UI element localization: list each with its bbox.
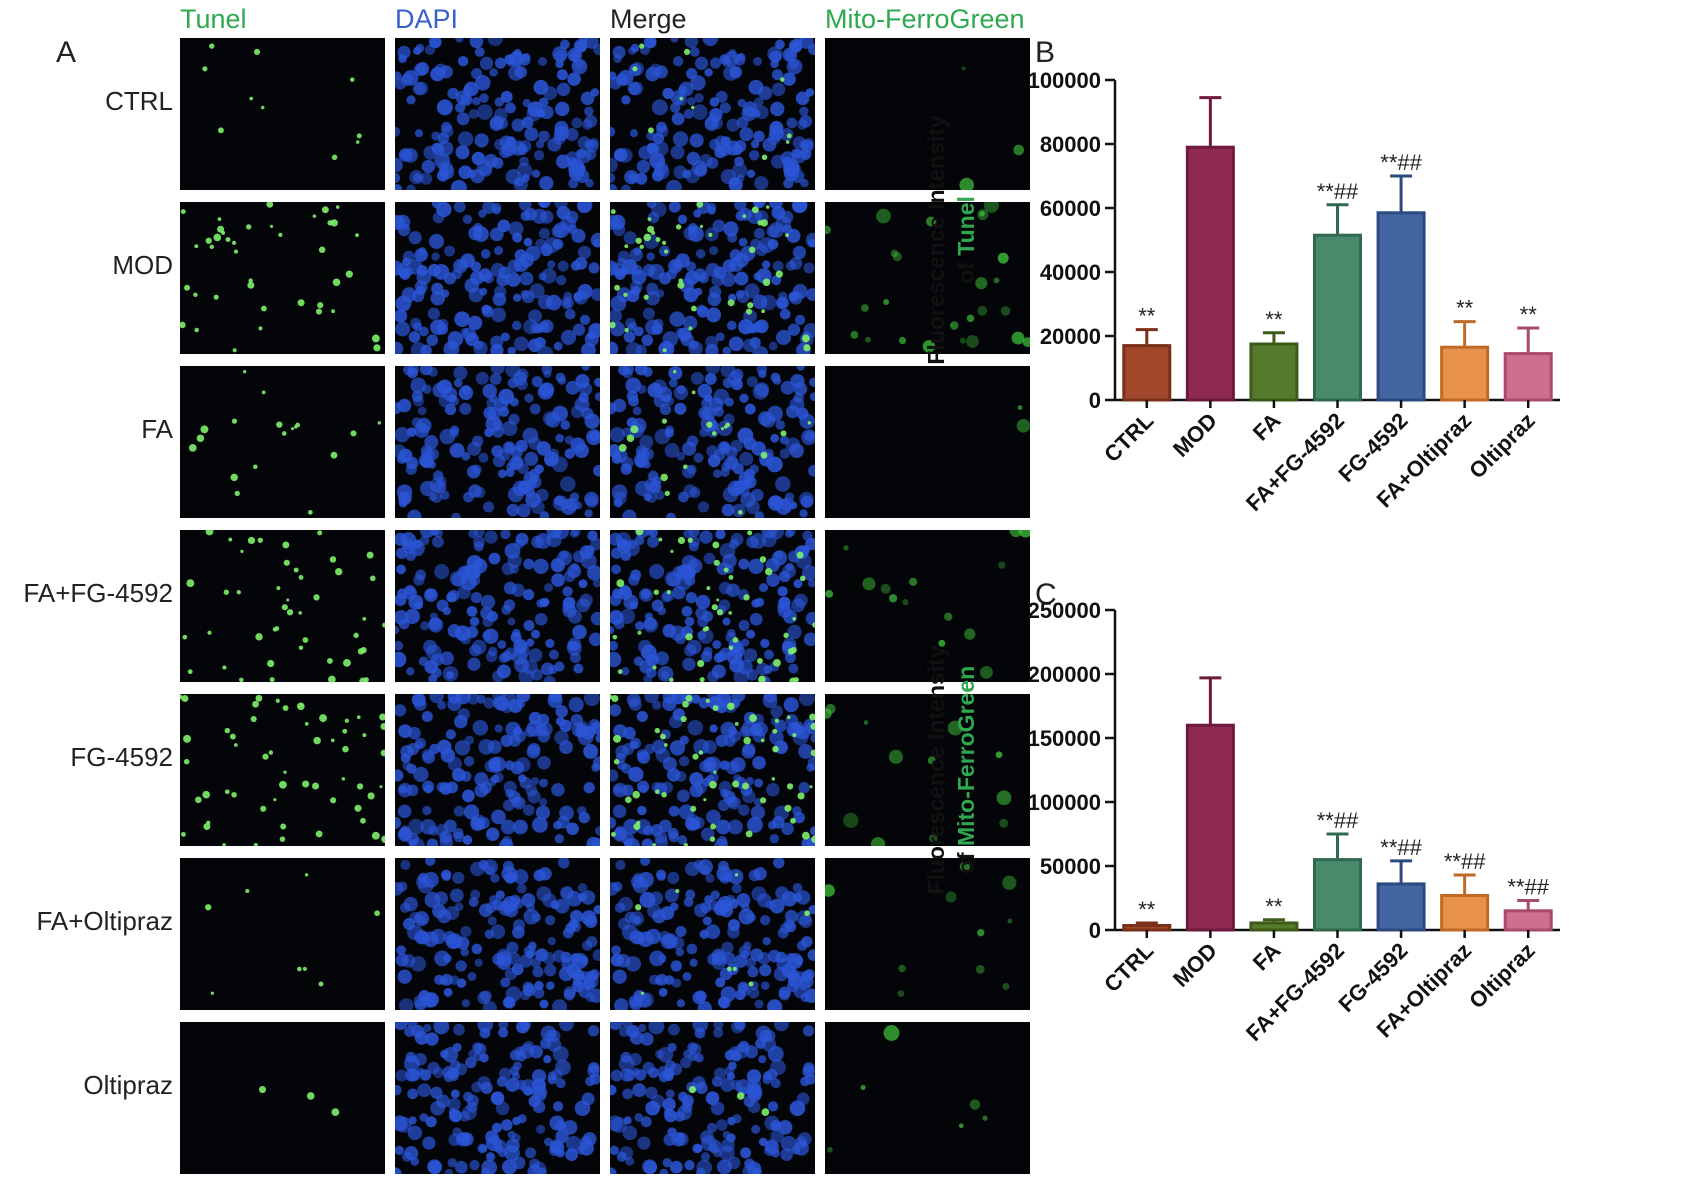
- col-header-merge: Merge: [610, 4, 687, 34]
- micrograph-fa-oltipraz-tunel: [180, 858, 385, 1010]
- micrograph-oltipraz-mito: [825, 1022, 1030, 1174]
- y-tick-label: 50000: [1040, 854, 1101, 879]
- bar-mod: [1185, 145, 1235, 402]
- micrograph-ctrl-tunel: [180, 38, 385, 190]
- bar-oltipraz: [1503, 909, 1553, 932]
- x-tick-label: MOD: [1168, 938, 1222, 992]
- micrograph-fg4592-mito: [825, 694, 1030, 846]
- micrograph-fa-oltipraz-mito: [825, 858, 1030, 1010]
- col-header-dapi: DAPI: [395, 4, 459, 34]
- micrograph-fa-fg4592-tunel: [180, 530, 385, 682]
- row-label-fa-fg4592: FA+FG-4592: [23, 578, 173, 608]
- chart-b-tunel: 0 20000 40000 60000 80000 100000 Fluorescence …: [923, 68, 1560, 516]
- y-tick-label: 40000: [1040, 260, 1101, 285]
- col-header-tunel: Tunel: [180, 4, 247, 34]
- y-axis-label: Fluorescence Intensity: [923, 115, 949, 364]
- micrograph-mod-merge: [610, 202, 815, 354]
- micrograph-fg4592-tunel: [180, 694, 385, 846]
- bar-ctrl: [1122, 924, 1172, 932]
- bar-mod: [1185, 723, 1235, 932]
- micrograph-fa-dapi: [395, 366, 600, 518]
- col-header-mito: Mito-FerroGreen: [825, 4, 1025, 34]
- x-tick-label: FA: [1248, 938, 1286, 976]
- micrograph-fg4592-merge: [610, 694, 815, 846]
- panel-letter-c: C: [1035, 578, 1057, 611]
- significance-label: **: [1265, 894, 1283, 919]
- x-tick-label: Oltipraz: [1464, 938, 1540, 1014]
- bar-fa: [1249, 921, 1299, 932]
- y-tick-label: 0: [1089, 388, 1101, 413]
- y-tick-label: 60000: [1040, 196, 1101, 221]
- panel-letter-b: B: [1035, 36, 1056, 69]
- bar-fg-4592: [1376, 882, 1426, 932]
- y-tick-label: 200000: [1028, 662, 1101, 687]
- micrograph-fa-tunel: [180, 366, 385, 518]
- y-axis-label-series: of Mito-FerroGreen: [953, 666, 979, 874]
- y-axis-label-series: of Tunel: [953, 196, 979, 284]
- micrograph-fa-fg4592-mito: [825, 530, 1030, 682]
- bar-fa: [1249, 342, 1299, 402]
- row-label-fg4592: FG-4592: [70, 742, 173, 772]
- y-tick-label: 150000: [1028, 726, 1101, 751]
- chart-c-mito-ferrogreen: 0 50000 100000 150000 200000 250000 Fluorescen…: [923, 598, 1560, 1046]
- micrograph-ctrl-mito: [825, 38, 1030, 190]
- significance-label: **: [1265, 307, 1283, 332]
- bar-fa+oltipraz: [1440, 893, 1490, 932]
- micrograph-fa-oltipraz-dapi: [395, 858, 600, 1010]
- bar-fa+fg-4592: [1313, 858, 1362, 932]
- micrograph-fg4592-dapi: [395, 694, 600, 846]
- significance-label: **: [1456, 296, 1474, 321]
- row-label-ctrl: CTRL: [105, 86, 173, 116]
- x-tick-label: FA: [1248, 408, 1286, 446]
- x-tick-label: CTRL: [1099, 938, 1158, 997]
- x-tick-label: MOD: [1168, 408, 1222, 462]
- x-tick-label: CTRL: [1099, 408, 1158, 467]
- y-tick-label: 0: [1089, 918, 1101, 943]
- micrograph-fa-fg4592-merge: [610, 530, 815, 682]
- bar-fg-4592: [1376, 211, 1426, 402]
- significance-label: **: [1138, 304, 1156, 329]
- micrograph-fa-oltipraz-merge: [610, 858, 815, 1010]
- row-label-mod: MOD: [112, 250, 173, 280]
- y-tick-label: 80000: [1040, 132, 1101, 157]
- significance-label: **##: [1317, 179, 1359, 204]
- micrograph-oltipraz-dapi: [395, 1022, 600, 1174]
- y-tick-label: 100000: [1028, 68, 1101, 93]
- significance-label: **: [1138, 897, 1156, 922]
- y-tick-label: 20000: [1040, 324, 1101, 349]
- significance-label: **##: [1380, 150, 1422, 175]
- significance-label: **##: [1444, 849, 1486, 874]
- significance-label: **##: [1317, 808, 1359, 833]
- significance-label: **##: [1380, 835, 1422, 860]
- row-label-fa: FA: [141, 414, 173, 444]
- micrograph-mod-tunel: [180, 202, 385, 354]
- micrograph-fa-fg4592-dapi: [395, 530, 600, 682]
- bar-fa+fg-4592: [1313, 233, 1362, 402]
- bar-fa+oltipraz: [1440, 345, 1490, 402]
- bar-ctrl: [1122, 344, 1172, 402]
- x-tick-label: Oltipraz: [1464, 408, 1540, 484]
- micrograph-fa-merge: [610, 366, 815, 518]
- y-axis-label: Fluorescence Intensity: [923, 645, 949, 894]
- micrograph-ctrl-merge: [610, 38, 815, 190]
- row-label-fa-oltipraz: FA+Oltipraz: [36, 906, 173, 936]
- micrograph-fa-mito: [825, 366, 1030, 518]
- row-label-oltipraz: Oltipraz: [83, 1070, 173, 1100]
- micrograph-oltipraz-merge: [610, 1022, 815, 1174]
- y-tick-label: 100000: [1028, 790, 1101, 815]
- micrograph-mod-dapi: [395, 202, 600, 354]
- bar-oltipraz: [1503, 352, 1553, 402]
- significance-label: **##: [1507, 875, 1549, 900]
- micrograph-ctrl-dapi: [395, 38, 600, 190]
- y-tick-label: 250000: [1028, 598, 1101, 623]
- micrograph-oltipraz-tunel: [180, 1022, 385, 1174]
- significance-label: **: [1520, 302, 1538, 327]
- micrograph-mod-mito: [825, 202, 1030, 354]
- panel-letter-a: A: [56, 36, 77, 69]
